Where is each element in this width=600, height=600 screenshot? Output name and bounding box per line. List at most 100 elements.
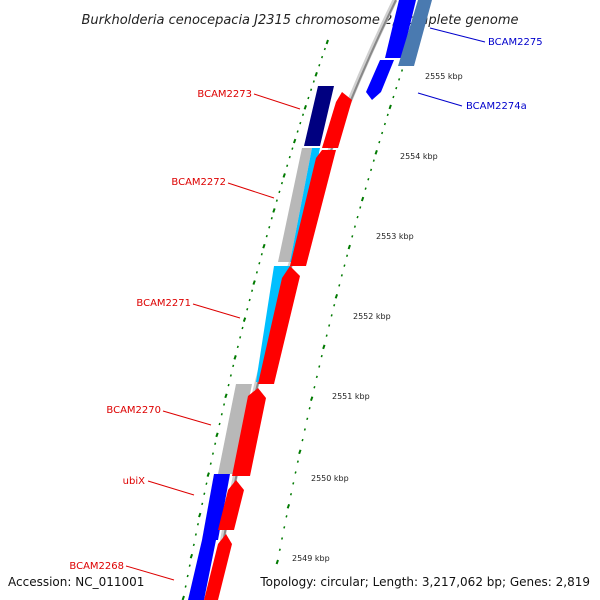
scale-tick [278,548,281,552]
scale-tick [360,196,365,202]
scale-tick [367,177,370,181]
feature-edge-tick [189,553,194,559]
feature-edge-tick [194,533,197,536]
feature-edge-tick [255,271,258,274]
feature-edge-tick [186,574,189,578]
gene-label-ubix[interactable]: ubiX [123,476,145,487]
gene-arrow-bcam2275[interactable] [385,0,416,58]
feature-edge-tick [321,55,324,59]
leader-ubix [147,480,195,496]
leader-bcam2273 [253,93,301,110]
leader-bcam2274a [417,92,463,107]
gene-label-bcam2271[interactable]: BCAM2271 [136,298,191,309]
feature-edge-tick [242,317,247,322]
scale-tick [392,95,395,99]
gene-arrow-bcam2270-grey[interactable] [218,384,252,474]
scale-tick [310,396,314,402]
feature-edge-tick [296,130,299,133]
label-leaders [125,27,486,581]
feature-edge-tick [196,523,200,526]
scale-tick [325,334,328,337]
feature-edge-tick [198,512,202,518]
scale-tick [315,375,318,379]
gene-arrow-bcam2272[interactable] [290,150,336,266]
kbp-label-2553: 2553 kbp [376,232,414,241]
feature-edge-tick [211,452,215,455]
feature-edge-tick [260,252,263,256]
feature-edge-tick [252,280,256,285]
feature-edge-tick [278,190,281,194]
gene-arrow-bcam2272-grey[interactable] [278,148,312,262]
feature-edge-tick [181,595,185,600]
scale-tick [340,274,343,277]
gene-label-bcam2273[interactable]: BCAM2273 [197,89,252,100]
feature-edge-tick [239,336,242,339]
gene-label-bcam2272[interactable]: BCAM2272 [171,177,226,188]
gene-arrow-ubix-blue[interactable] [202,474,230,540]
scale-tick [275,559,279,565]
scale-tick [292,482,295,485]
kbp-label-2550: 2550 kbp [311,474,349,483]
feature-edge-tick [188,564,191,567]
scale-tick [343,264,346,267]
gene-arrow-bcam2274a[interactable] [366,60,394,100]
gene-arrow-bcam2268-blue[interactable] [188,540,216,600]
kbp-label-2549: 2549 kbp [292,554,330,563]
gene-arrow-bcam2271[interactable] [258,266,300,384]
scale-tick [301,438,304,442]
scale-tick [306,417,309,421]
scale-tick [386,113,389,117]
feature-edge-tick [233,355,237,360]
scale-tick [296,460,299,463]
feature-edge-tick [288,155,291,159]
feature-edge-tick [272,208,276,213]
gene-label-bcam2274a[interactable]: BCAM2274a [466,101,527,112]
feature-edge-tick [265,234,268,238]
feature-edge-tick [214,442,217,445]
scale-tick [328,324,331,327]
feature-edge-tick [301,113,305,116]
scale-tick [286,503,291,509]
scale-tick [353,225,356,228]
feature-edge-tick [201,502,204,506]
gene-label-bcam2268[interactable]: BCAM2268 [69,561,124,572]
feature-edge-tick [310,88,313,92]
feature-edge-tick [323,47,326,51]
gene-arrow-bcam2270[interactable] [232,388,266,476]
scale-tick [381,131,384,135]
gene-arrow-bcam2275-light[interactable] [398,0,432,66]
feature-edge-tick [218,422,221,426]
scale-tick [330,314,333,317]
scale-tick [308,406,311,410]
kbp-scale-labels: 2555 kbp 2554 kbp 2553 kbp 2552 kbp 2551… [292,72,463,563]
feature-edge-tick [184,585,187,588]
gene-label-bcam2270[interactable]: BCAM2270 [106,405,161,416]
kbp-label-2554: 2554 kbp [400,152,438,161]
feature-edge-tick [236,345,239,349]
gene-arrow-bcam2273-navy[interactable] [304,86,334,146]
feature-edge-tick [232,364,235,368]
kbp-label-2555: 2555 kbp [425,72,463,81]
feature-edge-tick [215,432,219,438]
scale-tick [356,215,359,219]
gene-arrow-bcam2273[interactable] [322,92,352,148]
map-title: Burkholderia cenocepacia J2315 chromosom… [81,13,518,28]
feature-edge-tick [312,80,315,83]
gene-arrow-ubix[interactable] [218,480,244,530]
gene-label-bcam2275[interactable]: BCAM2275 [488,37,543,48]
gene-arrow-bcam2268[interactable] [204,534,232,600]
scale-tick [294,471,297,474]
scale-tick [280,537,284,540]
scale-tick [383,122,386,126]
scale-tick [298,449,302,455]
scale-tick [303,428,306,431]
feature-edge-tick [291,147,294,150]
feature-edge-tick [303,105,307,110]
feature-edge-tick [246,308,249,311]
topology-text: Topology: circular; Length: 3,217,062 bp… [259,575,590,589]
leader-bcam2270 [162,410,212,426]
scale-tick [359,206,362,209]
scale-tick [322,344,326,350]
feature-edge-tick [248,298,251,302]
scale-tick [333,304,336,307]
